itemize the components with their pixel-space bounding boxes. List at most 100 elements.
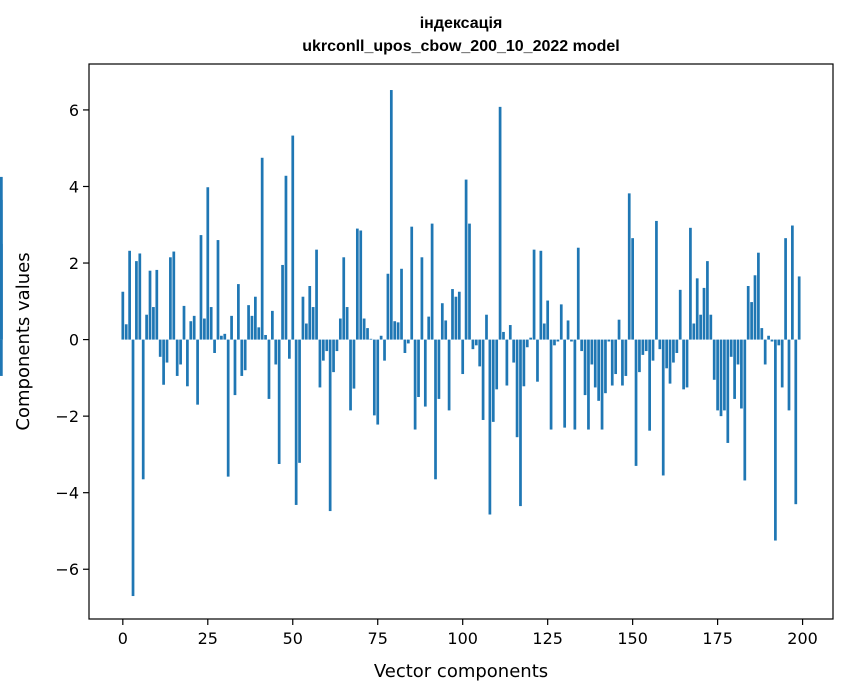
- bar: [345, 307, 349, 340]
- bar: [274, 339, 278, 365]
- bar: [604, 339, 607, 394]
- bar: [549, 339, 553, 430]
- bar: [495, 339, 499, 390]
- bar: [689, 227, 692, 340]
- bar: [301, 296, 305, 340]
- x-tick-label: 150: [617, 629, 648, 648]
- bar: [471, 339, 475, 350]
- bar: [254, 296, 257, 340]
- bar: [148, 270, 152, 340]
- chart-title-line2: ukrconll_upos_cbow_200_10_2022 model: [302, 38, 619, 55]
- bar: [366, 328, 369, 340]
- bar: [186, 339, 189, 387]
- bar: [410, 226, 414, 340]
- bar: [791, 225, 794, 340]
- bar: [250, 315, 254, 340]
- bar: [179, 339, 182, 365]
- plot-frame: [88, 63, 834, 620]
- chart-title-line1: індексація: [420, 15, 503, 32]
- bar: [128, 250, 131, 340]
- bar: [675, 339, 679, 353]
- bar: [237, 284, 240, 340]
- bar: [226, 339, 230, 477]
- x-tick-label: 75: [368, 629, 388, 648]
- bar: [556, 339, 560, 342]
- bar: [750, 302, 753, 340]
- bar: [437, 339, 441, 399]
- bar: [406, 339, 410, 344]
- bar: [580, 339, 584, 352]
- y-axis-label: Components values: [13, 252, 34, 430]
- x-axis-label: Vector components: [374, 661, 548, 682]
- bar: [488, 339, 492, 515]
- bar: [338, 318, 342, 340]
- bar: [770, 339, 774, 342]
- bar: [315, 249, 318, 340]
- bar: [634, 339, 638, 466]
- x-tick-label: 0: [118, 629, 128, 648]
- bar: [481, 339, 485, 420]
- bar: [372, 339, 376, 416]
- x-tick-label: 25: [198, 629, 218, 648]
- y-tick-label: 4: [69, 177, 79, 196]
- bar: [532, 249, 536, 340]
- bar: [335, 339, 339, 352]
- bars-group: [0, 90, 801, 597]
- bar: [359, 230, 363, 340]
- bar: [264, 334, 267, 340]
- bar: [553, 339, 556, 346]
- y-tick-label: 6: [69, 101, 79, 120]
- bar: [447, 339, 451, 411]
- bar: [678, 289, 682, 340]
- bar: [400, 268, 403, 340]
- bar: [716, 339, 719, 411]
- bar: [621, 339, 624, 386]
- bar: [145, 314, 148, 340]
- bar: [607, 339, 611, 342]
- bar: [220, 335, 223, 340]
- bar: [658, 339, 662, 350]
- bar: [417, 339, 420, 397]
- bar: [325, 339, 329, 352]
- bar: [719, 339, 723, 417]
- bar: [376, 339, 380, 425]
- bar: [403, 339, 407, 353]
- bar: [777, 339, 781, 346]
- bar: [641, 339, 645, 355]
- bar: [536, 339, 539, 382]
- bar: [682, 339, 685, 390]
- bar: [413, 339, 417, 430]
- bar: [165, 339, 169, 363]
- x-tick-label: 50: [283, 629, 303, 648]
- bar: [298, 339, 301, 463]
- bar: [124, 324, 128, 340]
- bar: [141, 339, 145, 480]
- bar: [525, 339, 529, 348]
- bar: [784, 238, 787, 340]
- bar: [699, 314, 702, 340]
- bar: [685, 339, 689, 388]
- bar: [566, 320, 570, 340]
- bar: [563, 339, 567, 428]
- bar: [362, 318, 366, 340]
- bar: [0, 176, 3, 340]
- bar: [512, 339, 516, 363]
- bar: [213, 339, 216, 353]
- bar: [199, 235, 203, 340]
- bar: [743, 339, 747, 481]
- bar: [502, 331, 505, 340]
- bar: [267, 339, 271, 399]
- y-tick-label: 2: [69, 254, 79, 273]
- bar: [454, 296, 458, 340]
- bar: [420, 257, 424, 340]
- bar: [138, 253, 142, 340]
- bar: [162, 339, 165, 385]
- bar: [457, 291, 461, 340]
- y-tick-label: 0: [69, 331, 79, 350]
- bar: [468, 223, 471, 340]
- bar: [0, 339, 3, 376]
- bar: [369, 338, 373, 340]
- bar: [651, 339, 655, 361]
- bar: [491, 339, 495, 422]
